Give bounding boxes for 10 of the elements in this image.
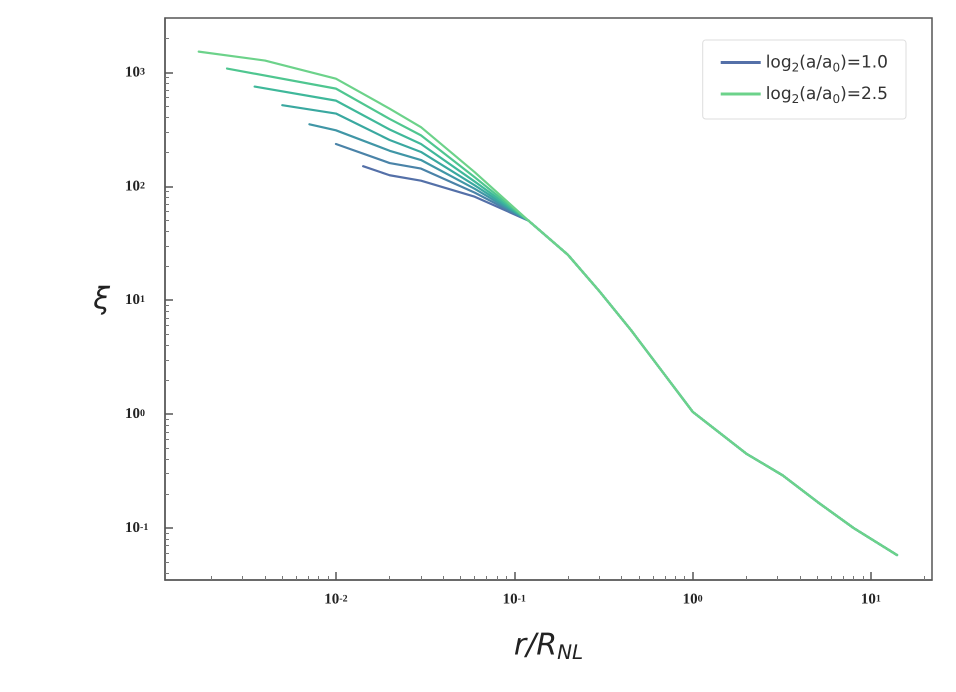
x-tick-label: 10-2 (324, 592, 348, 608)
x-tick-label: 100 (682, 592, 703, 608)
y-tick-label: 102 (125, 178, 145, 194)
y-tick-label: 10-1 (125, 520, 148, 536)
y-tick-label: 101 (125, 292, 145, 308)
y-axis-title: ξ (92, 282, 110, 316)
x-tick-label: 10-1 (502, 592, 526, 608)
y-tick-label: 100 (125, 406, 145, 422)
x-tick-label: 101 (860, 592, 881, 608)
y-tick-label: 103 (125, 64, 145, 80)
